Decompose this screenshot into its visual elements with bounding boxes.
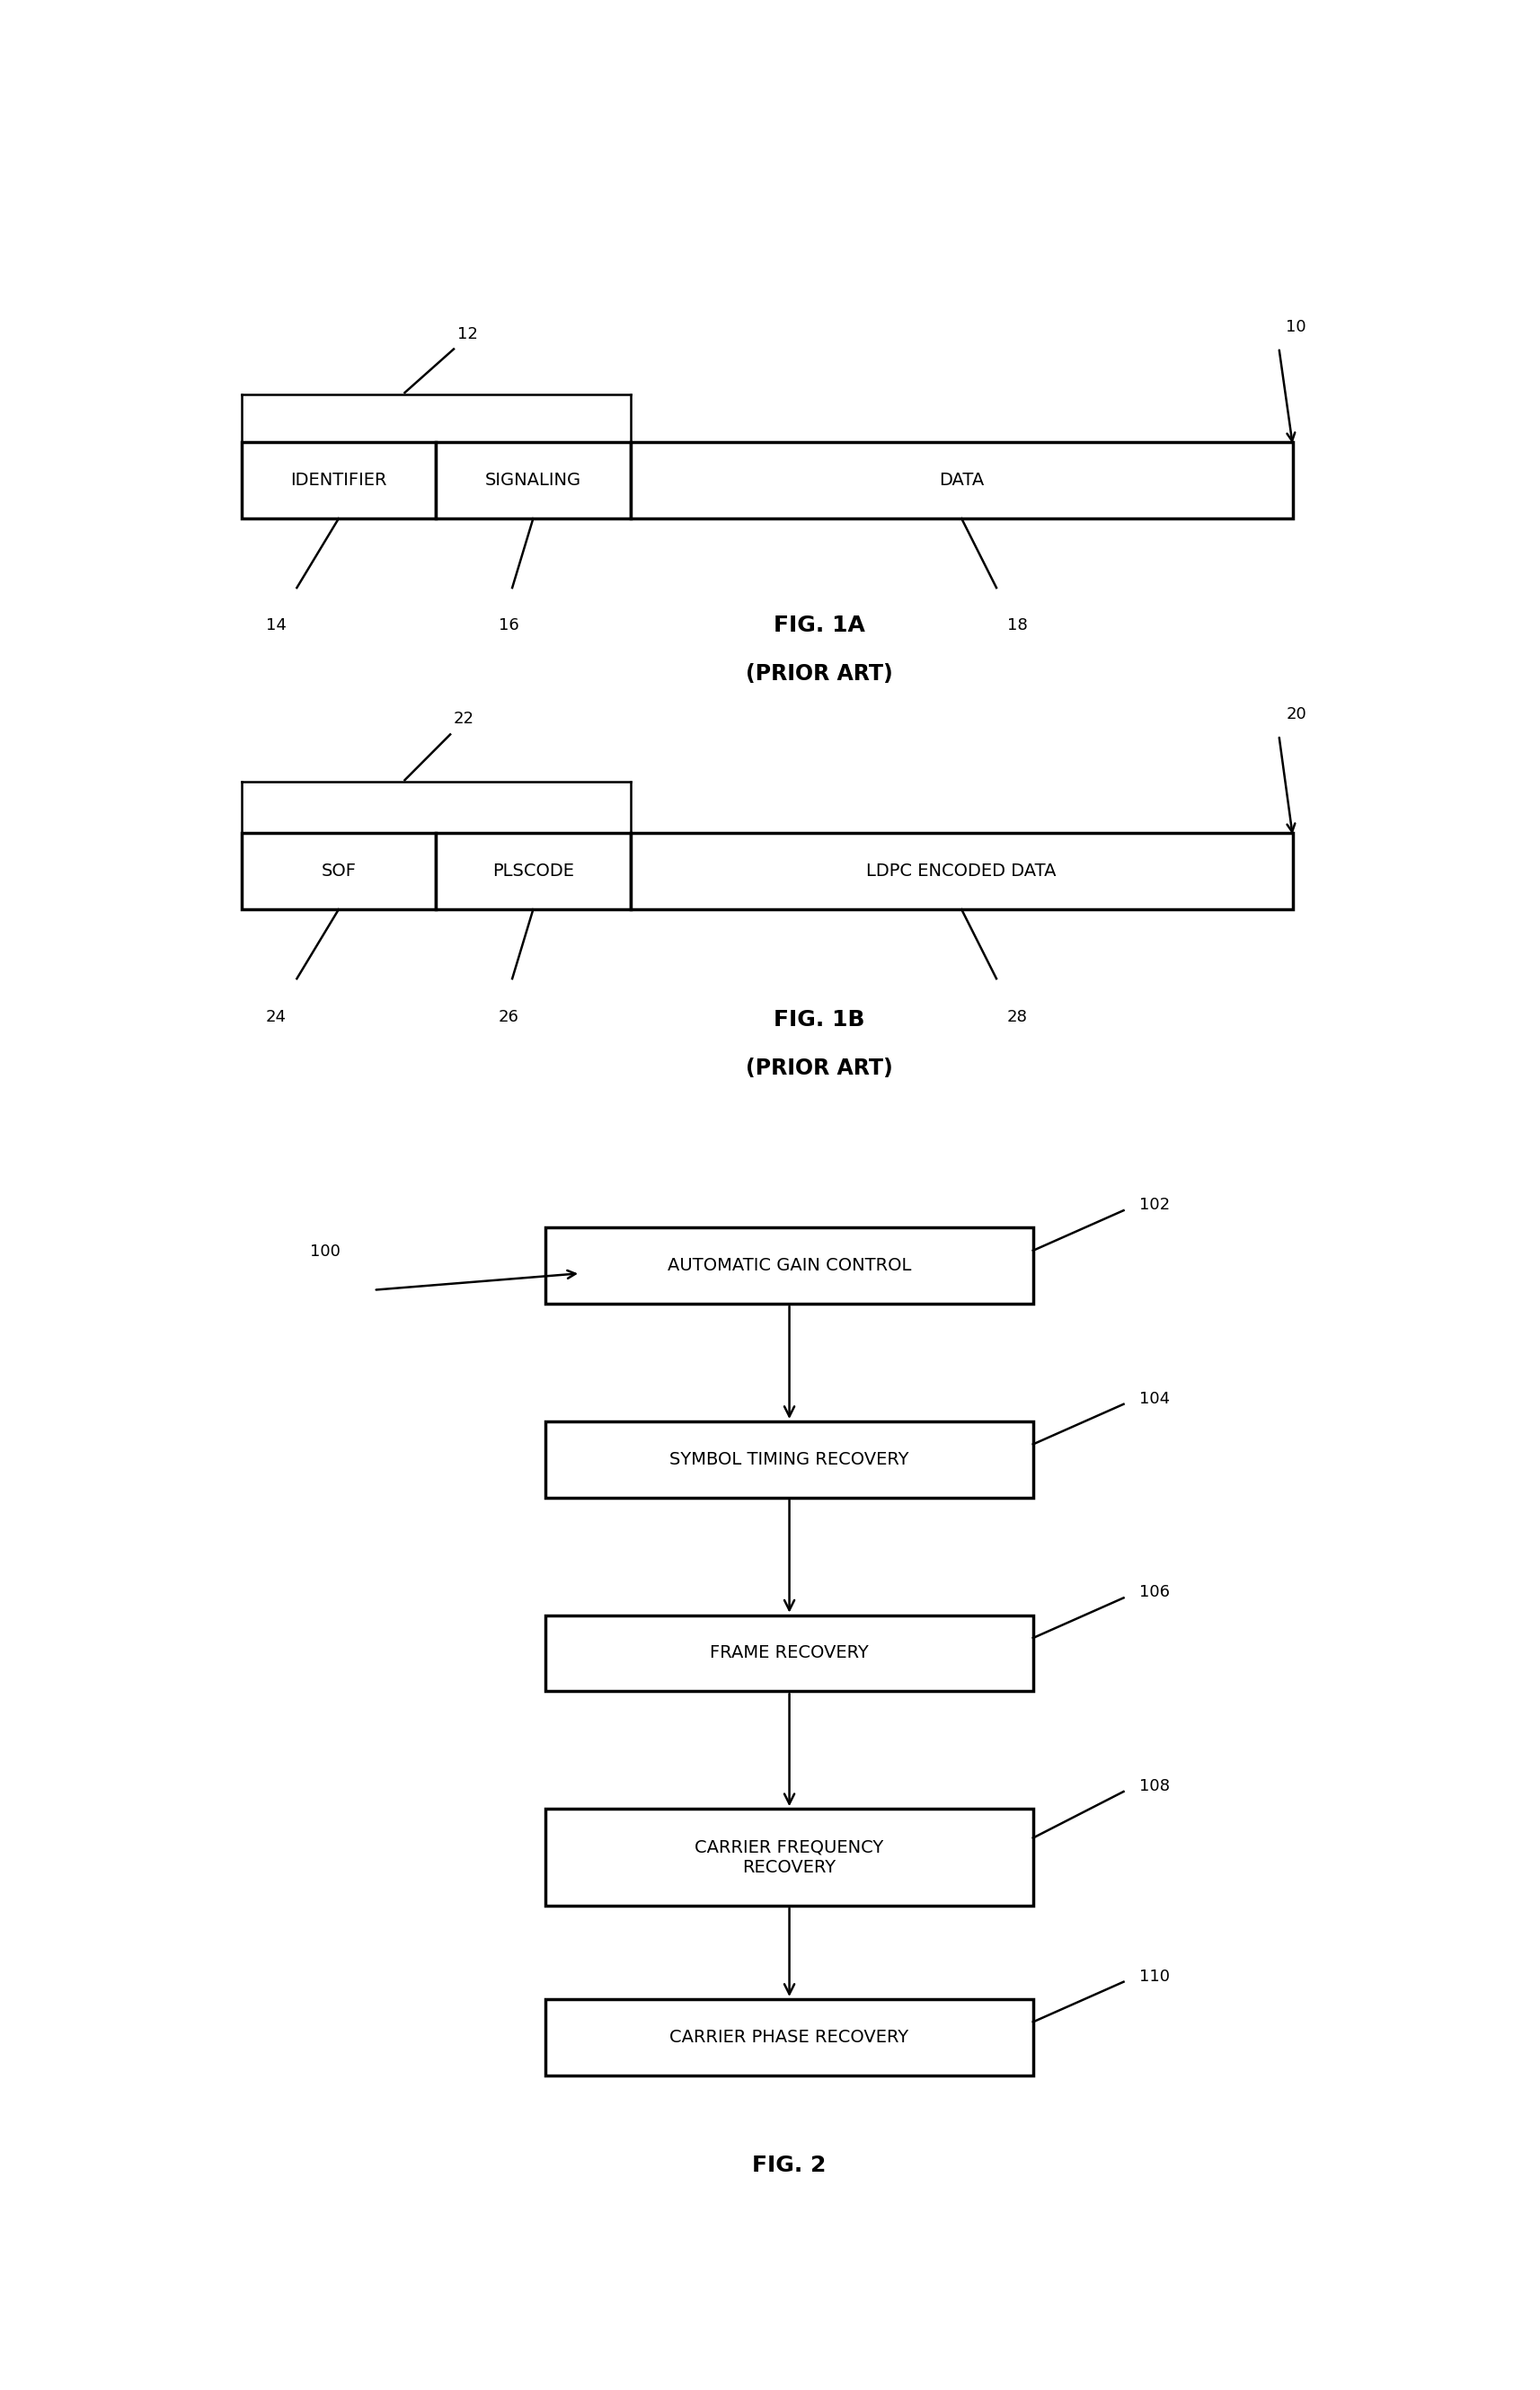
Bar: [545, 1809, 1032, 1905]
Text: LDPC ENCODED DATA: LDPC ENCODED DATA: [865, 863, 1056, 880]
Bar: [630, 442, 1292, 519]
Bar: [242, 442, 436, 519]
Text: 28: 28: [1007, 1009, 1027, 1025]
Text: 110: 110: [1140, 1969, 1169, 1984]
Text: FRAME RECOVERY: FRAME RECOVERY: [710, 1644, 869, 1661]
Text: 100: 100: [310, 1243, 340, 1260]
Text: DATA: DATA: [938, 471, 984, 490]
Text: SYMBOL TIMING RECOVERY: SYMBOL TIMING RECOVERY: [670, 1451, 909, 1467]
Text: CARRIER PHASE RECOVERY: CARRIER PHASE RECOVERY: [670, 2029, 909, 2046]
Text: 16: 16: [499, 617, 519, 633]
Text: 18: 18: [1007, 617, 1027, 633]
Text: CARRIER FREQUENCY
RECOVERY: CARRIER FREQUENCY RECOVERY: [695, 1838, 884, 1876]
Text: 102: 102: [1140, 1197, 1169, 1214]
Text: 106: 106: [1140, 1585, 1169, 1601]
Text: FIG. 1A: FIG. 1A: [773, 614, 864, 636]
Bar: [436, 834, 630, 911]
Bar: [545, 1422, 1032, 1499]
Text: 10: 10: [1286, 318, 1306, 335]
Text: IDENTIFIER: IDENTIFIER: [290, 471, 387, 490]
Text: PLSCODE: PLSCODE: [491, 863, 574, 880]
Text: 22: 22: [454, 712, 474, 727]
Text: 20: 20: [1286, 707, 1306, 722]
Text: AUTOMATIC GAIN CONTROL: AUTOMATIC GAIN CONTROL: [667, 1257, 910, 1274]
Bar: [630, 834, 1292, 911]
Text: SIGNALING: SIGNALING: [485, 471, 581, 490]
Text: 108: 108: [1140, 1778, 1169, 1795]
Bar: [242, 834, 436, 911]
Text: 12: 12: [457, 325, 477, 342]
Text: 14: 14: [265, 617, 286, 633]
Text: (PRIOR ART): (PRIOR ART): [745, 664, 892, 686]
Text: 26: 26: [499, 1009, 519, 1025]
Text: SOF: SOF: [320, 863, 356, 880]
Bar: [436, 442, 630, 519]
Bar: [545, 1998, 1032, 2075]
Text: (PRIOR ART): (PRIOR ART): [745, 1059, 892, 1080]
Text: FIG. 2: FIG. 2: [752, 2153, 825, 2175]
Text: 24: 24: [265, 1009, 286, 1025]
Bar: [545, 1228, 1032, 1305]
Text: FIG. 1B: FIG. 1B: [773, 1009, 864, 1030]
Bar: [545, 1616, 1032, 1692]
Text: 104: 104: [1140, 1391, 1169, 1408]
